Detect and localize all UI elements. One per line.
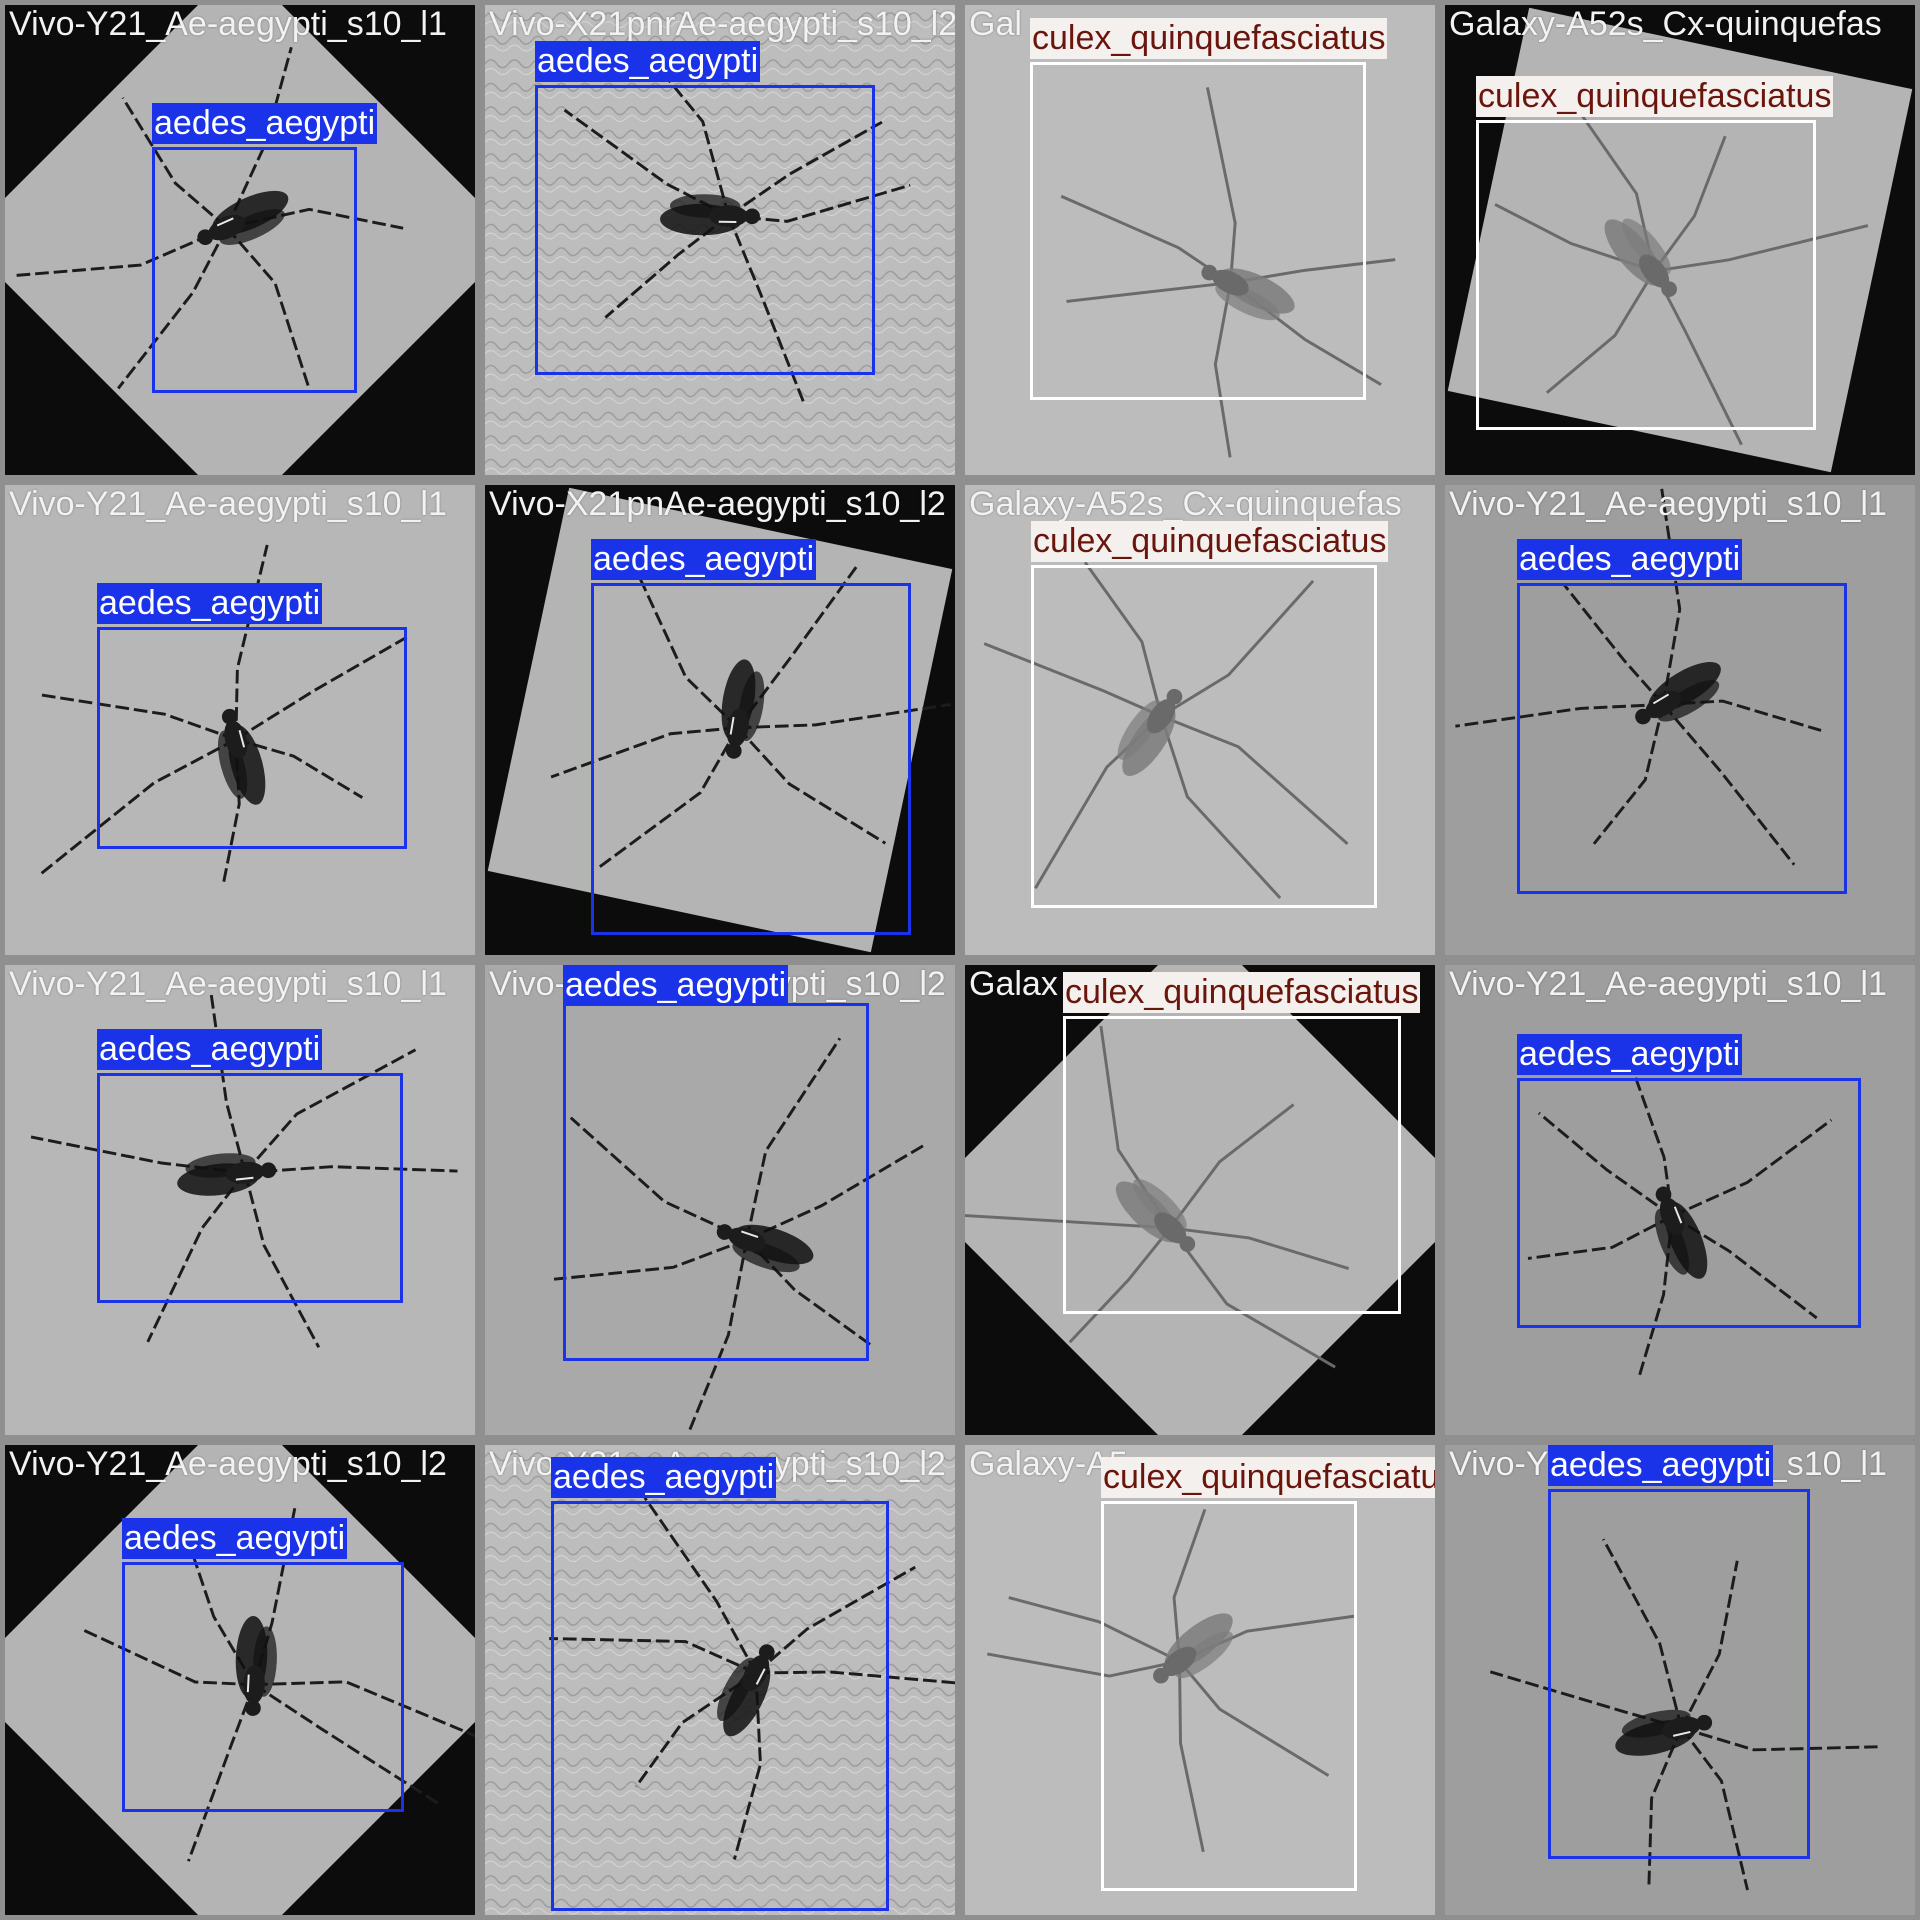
detection-box	[97, 1073, 403, 1303]
grid-tile[interactable]: Vivo-Y21_Ae-aegypti_s10_l1 aedes_aegypti	[1440, 480, 1920, 960]
filename-label: Vivo-X21pnAe-aegypti_s10_l2	[489, 485, 946, 523]
detection-box	[152, 147, 357, 393]
class-label: aedes_aegypti	[563, 965, 789, 1006]
class-label: culex_quinquefasciatus	[1063, 972, 1421, 1013]
detection-box	[97, 627, 407, 849]
detection-box	[122, 1562, 404, 1812]
grid-tile[interactable]: Vivo-Y21_Ae-aegypti_s10_l1 aedes_aegypti	[0, 480, 480, 960]
class-label: aedes_aegypti	[1548, 1445, 1774, 1486]
grid-tile[interactable]: Gal culex_quinquefasciatus	[960, 0, 1440, 480]
class-label: aedes_aegypti	[1517, 539, 1743, 580]
detection-box	[1063, 1016, 1401, 1314]
grid-tile[interactable]: Galax culex_quinquefasciatus	[960, 960, 1440, 1440]
mosquito-photo	[965, 485, 1435, 955]
filename-label: Vivo-Y21_Ae-aegypti_s10_l1	[9, 5, 447, 43]
mosquito-photo	[5, 485, 475, 955]
class-label: aedes_aegypti	[591, 539, 817, 580]
filename-label: Vivo-X21pnrAe-aegypti_s10_l2	[489, 5, 958, 43]
detection-box	[563, 1003, 869, 1361]
mosquito-photo	[485, 5, 955, 475]
detection-box	[1517, 583, 1847, 894]
grid-tile[interactable]: Vivo-Y21_Ae-aegypti_s10_l1 aedes_aegypti	[1440, 960, 1920, 1440]
class-label: aedes_aegypti	[152, 103, 378, 144]
class-label: aedes_aegypti	[97, 1029, 323, 1070]
detection-box	[1476, 120, 1816, 430]
filename-label: Galax	[969, 965, 1058, 1003]
class-label: aedes_aegypti	[97, 583, 323, 624]
grid-tile[interactable]: Vivo-Y21_Ae-aegypti_s10_l2 aedes_aegypti	[0, 1440, 480, 1920]
filename-label: Vivo-Y21_Ae-aegypti_s10_l1	[1449, 965, 1887, 1003]
detection-box	[1101, 1501, 1357, 1891]
detection-box	[591, 583, 911, 935]
class-label: culex_quinquefasciatus	[1031, 521, 1389, 562]
mosquito-photo	[485, 1445, 955, 1915]
detection-box	[535, 85, 875, 375]
filename-label: Vivo-Y21_Ae-aegypti_s10_l2	[9, 1445, 447, 1483]
grid-tile[interactable]: Vivo-X21pnrAe-aegypti_s10_l2 aedes_aegypt…	[480, 0, 960, 480]
grid-tile[interactable]: Vivo-X21pnAe-aegypti_s10_l2 aedes_aegypti	[480, 480, 960, 960]
class-label: aedes_aegypti	[551, 1457, 777, 1498]
detection-box	[1548, 1489, 1810, 1859]
mosquito-photo	[965, 965, 1435, 1435]
mosquito-photo	[5, 5, 475, 475]
class-label: culex_quinquefasciatus	[1030, 18, 1388, 59]
class-label: aedes_aegypti	[535, 41, 761, 82]
detection-box	[1517, 1078, 1861, 1328]
class-label: culex_quinquefasciatus	[1101, 1457, 1435, 1498]
filename-label: Galaxy-A52s_Cx-quinquefas	[1449, 5, 1882, 43]
grid-tile[interactable]: Vivo-Y21_Ae-aegypti_s10_l1 aedes_aegypti	[0, 0, 480, 480]
filename-label: Vivo-Y21_Ae-aegypti_s10_l1	[9, 485, 447, 523]
detection-box	[551, 1501, 889, 1911]
filename-label: Galaxy-A52s_Cx-quinquefas	[969, 485, 1402, 523]
grid-tile[interactable]: Galaxy-A52s_Cx-quinquefas culex_quinquefa…	[1440, 0, 1920, 480]
filename-label: Vivo-Y21_Ae-aegypti_s10_l1	[1449, 485, 1887, 523]
detection-box	[1030, 62, 1366, 400]
filename-label: Gal	[969, 5, 1022, 43]
class-label: aedes_aegypti	[122, 1518, 348, 1559]
class-label: culex_quinquefasciatus	[1476, 76, 1834, 117]
grid-tile[interactable]: Galaxy-A52s_Cx-quinquefas culex_quinquefa…	[960, 480, 1440, 960]
grid-tile[interactable]: Galaxy-A5 culex_quinquefasciatus	[960, 1440, 1440, 1920]
class-label: aedes_aegypti	[1517, 1034, 1743, 1075]
mosquito-photo	[1445, 1445, 1915, 1915]
detection-box	[1031, 565, 1377, 908]
grid-tile[interactable]: Vivo-Y21_Ae-aegypti_s10_l1 aedes_aegypti	[0, 960, 480, 1440]
mosquito-photo	[965, 5, 1435, 475]
filename-label: Vivo-Y21_Ae-aegypti_s10_l1	[9, 965, 447, 1003]
